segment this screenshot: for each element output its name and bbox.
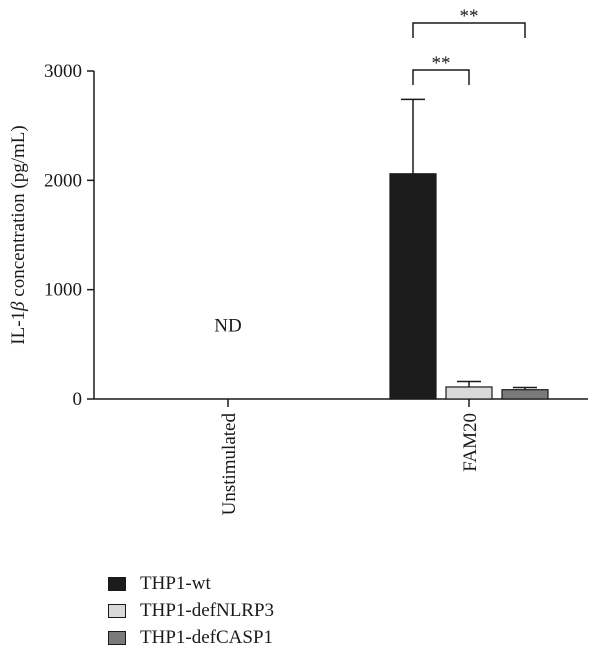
annotations: ND ** ** bbox=[214, 6, 526, 337]
legend-swatch bbox=[108, 630, 126, 645]
bar-chart: 0 1000 2000 3000 Unstimulated FAM20 ND ** ** I… bbox=[8, 6, 588, 516]
x-tick-label: Unstimulated bbox=[219, 413, 240, 516]
y-tick-label: 0 bbox=[73, 389, 83, 410]
significance-bracket bbox=[412, 22, 526, 38]
legend-item-thp1-defnlrp3: THP1-defNLRP3 bbox=[108, 597, 274, 624]
legend-label: THP1-wt bbox=[140, 572, 211, 594]
legend-swatch bbox=[108, 603, 126, 618]
bars bbox=[389, 98, 549, 400]
nd-label: ND bbox=[214, 316, 241, 337]
x-tick-label: FAM20 bbox=[460, 413, 481, 472]
significance-label: ** bbox=[460, 6, 479, 27]
legend-label: THP1-defCASP1 bbox=[140, 626, 274, 648]
y-axis: 0 1000 2000 3000 bbox=[44, 61, 95, 410]
significance-label: ** bbox=[432, 53, 451, 74]
bar-thp1-defnlrp3 bbox=[445, 386, 493, 400]
y-tick-label: 1000 bbox=[44, 280, 82, 301]
x-axis: Unstimulated FAM20 bbox=[94, 398, 588, 516]
significance-bracket bbox=[412, 69, 470, 85]
y-axis-title: IL-1β concentration (pg/mL) bbox=[8, 125, 29, 344]
y-tick-label: 2000 bbox=[44, 170, 82, 191]
y-tick-label: 3000 bbox=[44, 61, 82, 82]
legend-item-thp1-defcasp1: THP1-defCASP1 bbox=[108, 624, 274, 651]
bar-thp1-defcasp1 bbox=[501, 389, 549, 400]
legend-swatch bbox=[108, 576, 126, 591]
legend-label: THP1-defNLRP3 bbox=[140, 599, 275, 621]
bar-thp1-wt bbox=[389, 173, 437, 400]
legend-item-thp1-wt: THP1-wt bbox=[108, 570, 274, 597]
legend: THP1-wt THP1-defNLRP3 THP1-defCASP1 bbox=[108, 570, 274, 651]
